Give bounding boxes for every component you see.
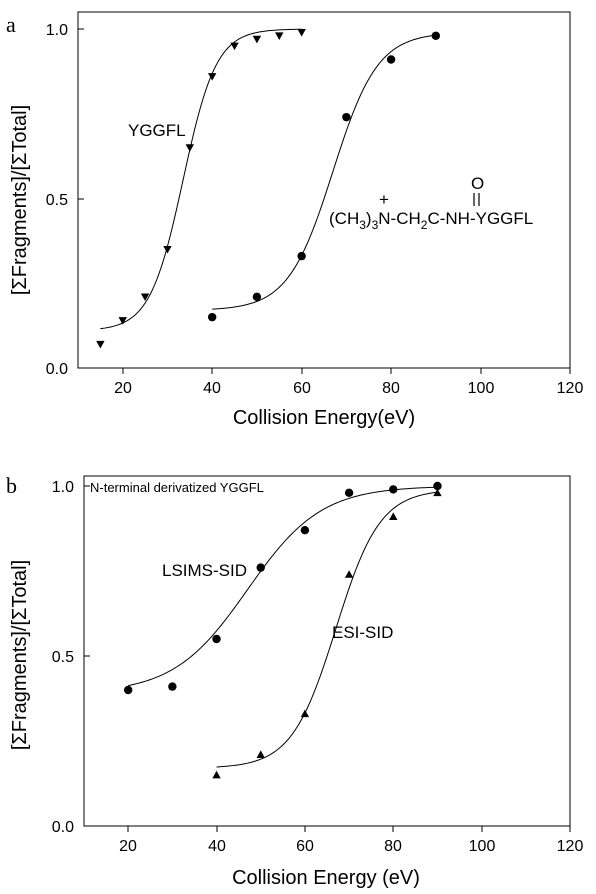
data-point-a-yggfl xyxy=(297,29,306,37)
x-tick-label-b: 120 xyxy=(557,838,584,855)
x-axis-title-b: Collision Energy (eV) xyxy=(232,867,420,889)
data-point-b-lsims-sid xyxy=(256,563,265,572)
data-point-a-yggfl xyxy=(140,293,150,302)
y-axis-title-b: [ΣFragments]/[ΣTotal] xyxy=(9,560,31,750)
x-tick-label-b: 100 xyxy=(469,838,496,855)
x-axis-a: 20 40 60 80 100 120 xyxy=(114,368,583,397)
data-point-a-yggfl xyxy=(96,340,105,349)
formula-label: + O (CH3)3N-CH2C-NH-YGGFL xyxy=(329,174,533,232)
data-point-a-yggfl xyxy=(207,73,217,81)
panel-b: b N-terminal derivatized YGGFL 0.0 0.5 1… xyxy=(6,473,583,889)
data-point-b-esi-sid xyxy=(256,750,265,758)
data-point-b-lsims-sid xyxy=(212,634,221,644)
data-point-a-yggfl xyxy=(275,32,284,40)
y-tick-label-a: 0.5 xyxy=(46,192,68,209)
y-tick-label-b: 1.0 xyxy=(52,479,74,496)
data-point-a-yggfl xyxy=(185,144,195,152)
x-tick-label-a: 80 xyxy=(382,380,400,397)
data-point-a-yggfl xyxy=(252,35,262,44)
y-tick-label-b: 0.0 xyxy=(52,819,74,836)
series-label-lsims-sid: LSIMS-SID xyxy=(162,561,247,580)
chart-title-b: N-terminal derivatized YGGFL xyxy=(90,480,264,495)
panel-label-b: b xyxy=(6,473,17,498)
y-tick-label-a: 0.0 xyxy=(46,361,68,378)
plot-frame-a xyxy=(77,11,571,369)
x-tick-label-b: 40 xyxy=(208,838,226,855)
data-point-b-lsims-sid xyxy=(300,526,310,535)
series-label-yggfl: YGGFL xyxy=(128,121,186,140)
data-point-a-ch3-3n-ch2c-nh-yggfl xyxy=(207,312,217,322)
data-point-b-lsims-sid xyxy=(344,488,354,497)
plot-area-a xyxy=(96,28,441,349)
panel-label-a: a xyxy=(6,12,16,37)
x-tick-label-a: 60 xyxy=(293,380,311,397)
data-point-b-lsims-sid xyxy=(433,481,442,491)
x-tick-label-a: 100 xyxy=(468,380,495,397)
data-point-b-esi-sid xyxy=(212,770,221,779)
x-tick-label-b: 80 xyxy=(384,838,402,855)
data-point-b-lsims-sid xyxy=(389,485,398,494)
data-point-b-esi-sid xyxy=(433,488,442,497)
y-axis-title-a: [ΣFragments]/[ΣTotal] xyxy=(9,105,31,295)
data-point-b-esi-sid xyxy=(389,512,398,520)
fit-curve-b-esi-sid xyxy=(216,491,438,768)
formula-text: (CH3)3N-CH2C-NH-YGGFL xyxy=(329,209,533,232)
fit-curve-a-ch3-3n-ch2c-nh-yggfl xyxy=(212,34,436,310)
y-tick-label-b: 0.5 xyxy=(52,649,74,666)
plot-area-b xyxy=(123,481,442,779)
formula-carbonyl-o: O xyxy=(471,174,484,193)
data-point-a-yggfl xyxy=(163,245,172,254)
y-axis-b: 0.0 0.5 1.0 xyxy=(52,479,90,836)
x-axis-b: 20 40 60 80 100 120 xyxy=(119,826,583,855)
x-tick-label-b: 60 xyxy=(296,838,314,855)
data-point-a-ch3-3n-ch2c-nh-yggfl xyxy=(342,112,351,122)
y-tick-label-a: 1.0 xyxy=(46,22,68,39)
x-tick-label-a: 40 xyxy=(203,380,221,397)
series-label-esi-sid: ESI-SID xyxy=(332,623,393,642)
data-point-a-ch3-3n-ch2c-nh-yggfl xyxy=(386,55,396,64)
data-point-b-esi-sid xyxy=(344,570,354,578)
data-point-a-ch3-3n-ch2c-nh-yggfl xyxy=(252,292,262,302)
fit-curve-b-lsims-sid xyxy=(128,486,438,687)
x-tick-label-b: 20 xyxy=(119,838,137,855)
data-point-a-ch3-3n-ch2c-nh-yggfl xyxy=(297,251,306,261)
data-point-a-yggfl xyxy=(230,42,239,51)
fit-curve-a-yggfl xyxy=(100,28,302,330)
data-point-b-lsims-sid xyxy=(168,682,177,691)
formula-charge: + xyxy=(379,190,389,209)
data-point-a-yggfl xyxy=(118,317,127,325)
plot-frame-b xyxy=(83,475,571,827)
y-axis-a: 0.0 0.5 1.0 xyxy=(46,22,84,378)
data-point-b-esi-sid xyxy=(300,709,310,718)
data-point-a-ch3-3n-ch2c-nh-yggfl xyxy=(431,31,441,40)
x-axis-title-a: Collision Energy(eV) xyxy=(233,407,415,429)
x-tick-label-a: 20 xyxy=(114,380,132,397)
data-point-b-lsims-sid xyxy=(123,685,133,695)
panel-a: a 0.0 0.5 1.0 20 40 60 80 100 120 Collis… xyxy=(6,11,583,429)
x-tick-label-a: 120 xyxy=(557,380,584,397)
